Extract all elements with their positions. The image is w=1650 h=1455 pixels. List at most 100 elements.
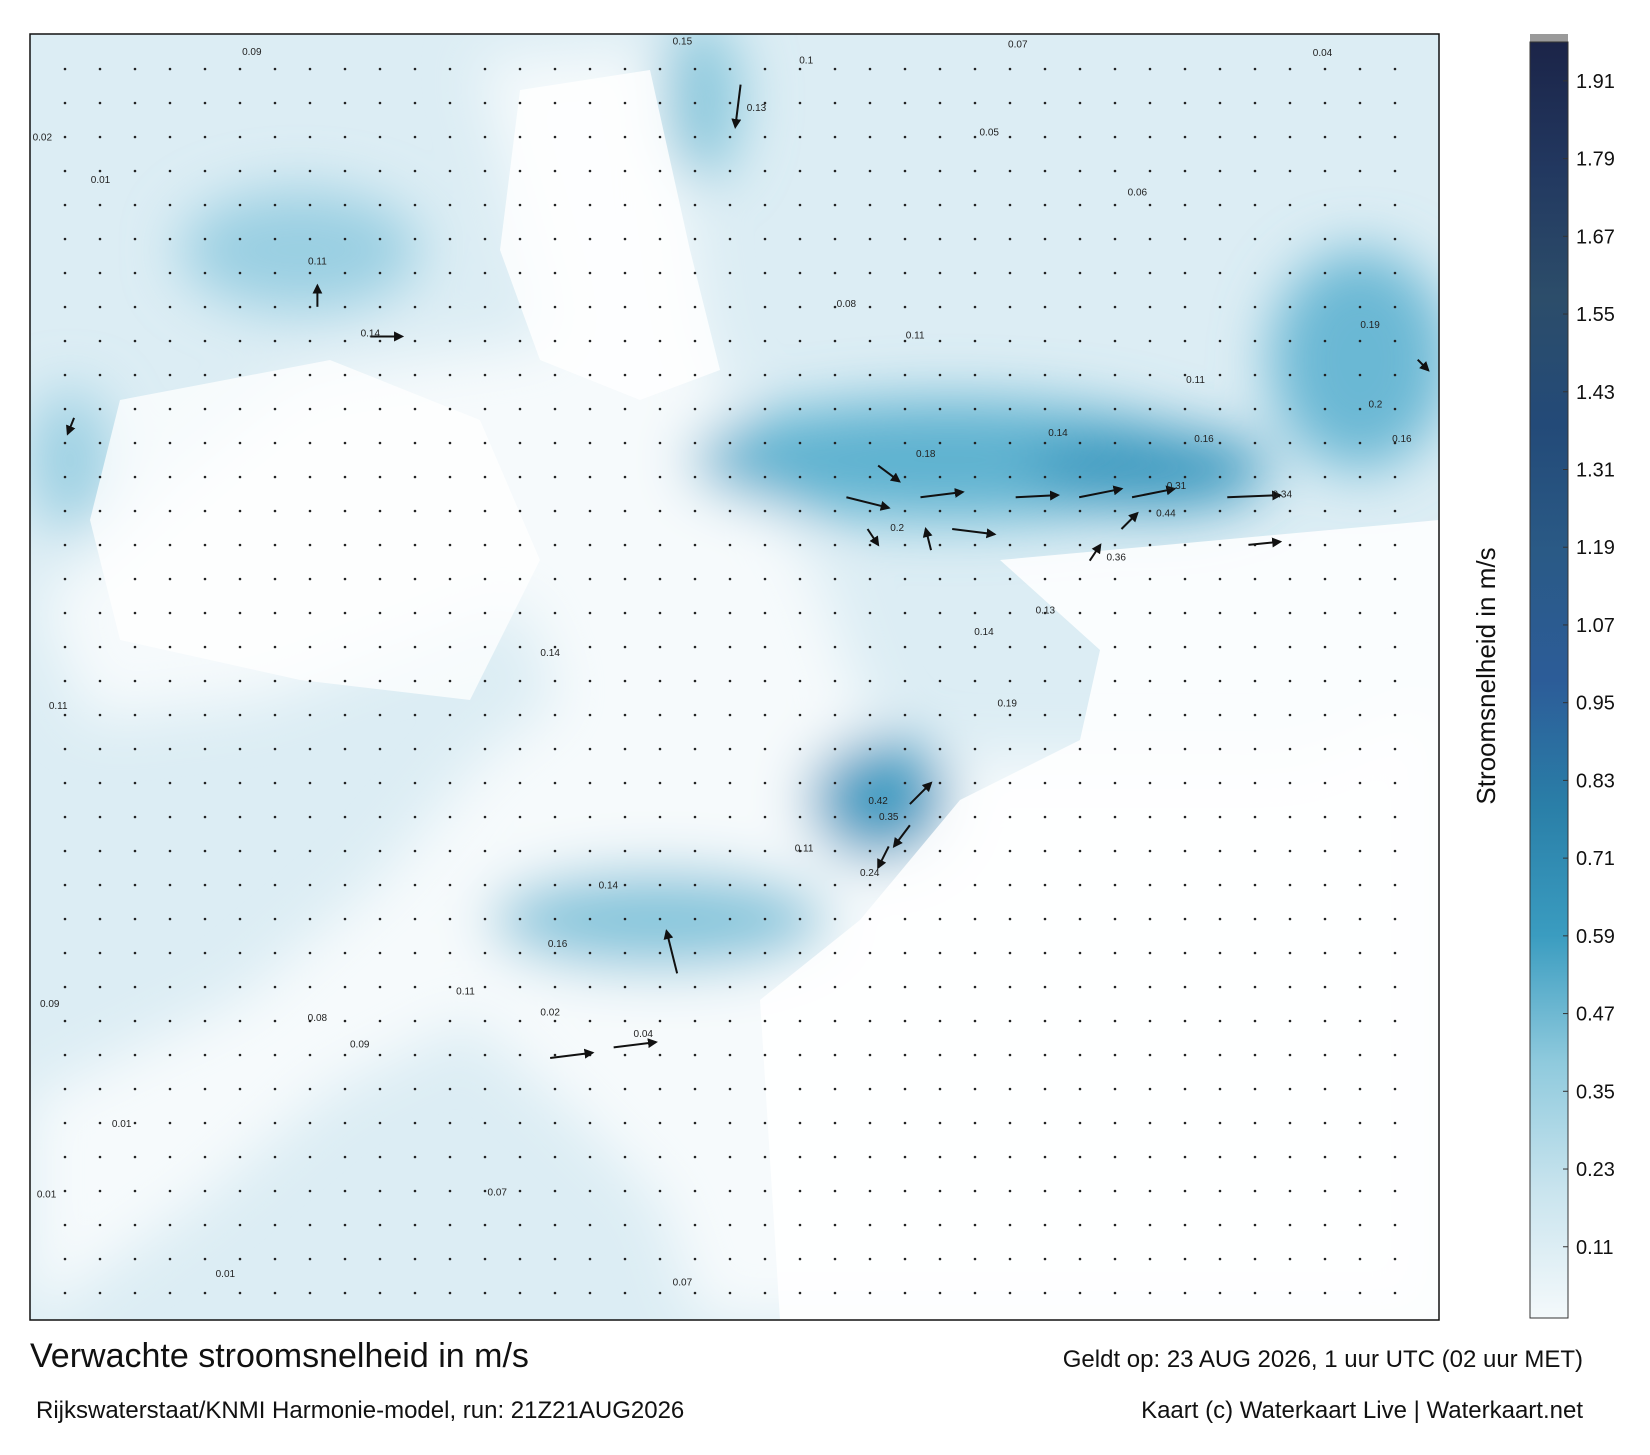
grid-dot	[1393, 1291, 1397, 1295]
grid-dot	[1148, 1087, 1152, 1091]
grid-dot	[343, 67, 347, 71]
grid-dot	[1113, 1257, 1117, 1261]
value-label: 0.16	[1194, 434, 1214, 445]
grid-dot	[1183, 543, 1187, 547]
arrow	[613, 1038, 658, 1049]
grid-dot	[868, 781, 872, 785]
grid-dot	[1008, 441, 1012, 445]
grid-dot	[1358, 169, 1362, 173]
grid-dot	[1253, 747, 1257, 751]
grid-dot	[693, 475, 697, 479]
grid-dot	[658, 951, 662, 955]
grid-dot	[203, 577, 207, 581]
grid-dot	[1148, 1257, 1152, 1261]
grid-dot	[203, 339, 207, 343]
grid-dot	[938, 475, 942, 479]
grid-dot	[168, 951, 172, 955]
grid-dot	[728, 577, 732, 581]
grid-dot	[1218, 1155, 1222, 1159]
grid-dot	[98, 645, 102, 649]
grid-dot	[133, 475, 137, 479]
grid-dot	[1078, 475, 1082, 479]
grid-dot	[1113, 509, 1117, 513]
grid-dot	[168, 679, 172, 683]
grid-dot	[798, 1155, 802, 1159]
grid-dot	[1218, 169, 1222, 173]
grid-dot	[1008, 747, 1012, 751]
colorbar-tick-label: 0.23	[1576, 1159, 1615, 1181]
grid-dot	[98, 237, 102, 241]
grid-dot	[133, 1223, 137, 1227]
grid-dot	[973, 271, 977, 275]
grid-dot	[63, 135, 67, 139]
grid-dot	[98, 373, 102, 377]
grid-dot	[378, 985, 382, 989]
value-label: 0.11	[795, 844, 814, 855]
grid-dot	[448, 373, 452, 377]
grid-dot	[133, 781, 137, 785]
grid-dot	[938, 441, 942, 445]
grid-dot	[448, 509, 452, 513]
grid-dot	[1043, 339, 1047, 343]
grid-dot	[728, 407, 732, 411]
grid-dot	[63, 781, 67, 785]
grid-dot	[238, 271, 242, 275]
grid-dot	[1393, 305, 1397, 309]
grid-dot	[833, 237, 837, 241]
grid-dot	[728, 883, 732, 887]
grid-dot	[1253, 67, 1257, 71]
value-label: 0.08	[837, 299, 857, 310]
grid-dot	[1288, 237, 1292, 241]
grid-dot	[1148, 339, 1152, 343]
grid-dot	[623, 713, 627, 717]
grid-dot	[518, 781, 522, 785]
grid-dot	[413, 883, 417, 887]
grid-dot	[1078, 339, 1082, 343]
grid-dot	[448, 849, 452, 853]
grid-dot	[693, 135, 697, 139]
grid-dot	[833, 135, 837, 139]
grid-dot	[378, 441, 382, 445]
grid-dot	[728, 713, 732, 717]
grid-dot	[308, 747, 312, 751]
grid-dot	[1253, 135, 1257, 139]
grid-dot	[693, 1087, 697, 1091]
grid-dot	[378, 305, 382, 309]
grid-dot	[1323, 305, 1327, 309]
grid-dot	[1393, 883, 1397, 887]
grid-dot	[133, 1087, 137, 1091]
grid-dot	[693, 373, 697, 377]
grid-dot	[1288, 407, 1292, 411]
grid-dot	[1008, 849, 1012, 853]
grid-dot	[133, 577, 137, 581]
grid-dot	[903, 67, 907, 71]
grid-dot	[798, 1291, 802, 1295]
grid-dot	[658, 135, 662, 139]
grid-dot	[1358, 917, 1362, 921]
grid-dot	[693, 747, 697, 751]
grid-dot	[518, 203, 522, 207]
colorbar-tick-label: 1.79	[1576, 149, 1615, 171]
grid-dot	[308, 1087, 312, 1091]
grid-dot	[938, 305, 942, 309]
grid-dot	[168, 577, 172, 581]
grid-dot	[1148, 645, 1152, 649]
grid-dot	[1393, 645, 1397, 649]
grid-dot	[658, 237, 662, 241]
grid-dot	[798, 951, 802, 955]
grid-dot	[1008, 679, 1012, 683]
grid-dot	[693, 1121, 697, 1125]
grid-dot	[483, 1223, 487, 1227]
grid-dot	[448, 1155, 452, 1159]
arrow	[1131, 485, 1177, 499]
grid-dot	[588, 1087, 592, 1091]
grid-dot	[63, 101, 67, 105]
grid-dot	[238, 951, 242, 955]
grid-dot	[903, 1291, 907, 1295]
grid-dot	[343, 407, 347, 411]
grid-dot	[623, 679, 627, 683]
grid-dot	[413, 1257, 417, 1261]
grid-dot	[518, 1053, 522, 1057]
grid-dot	[133, 135, 137, 139]
grid-dot	[1148, 271, 1152, 275]
